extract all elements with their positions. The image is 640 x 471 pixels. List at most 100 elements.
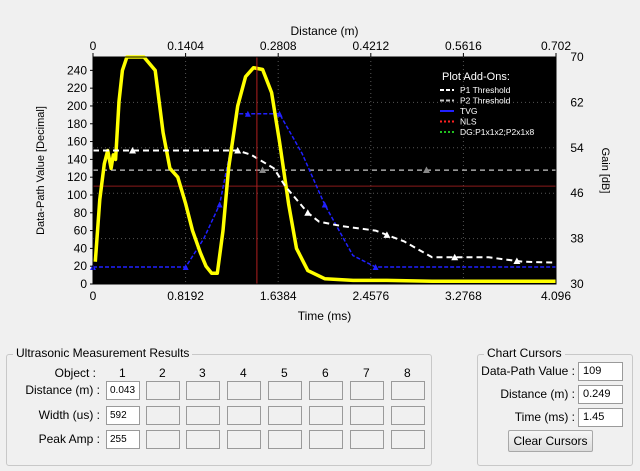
result-cell[interactable] [186,381,220,400]
y-tick-label: 180 [67,117,87,131]
object-column-header: 3 [199,366,206,380]
top-tick-label: 0 [90,39,97,53]
result-cell[interactable] [268,381,302,400]
tvg-marker [321,201,328,208]
object-column-header: 8 [404,366,411,380]
y-tick-label: 240 [67,63,87,77]
y-tick-label: 160 [67,135,87,149]
result-cell[interactable] [227,406,261,425]
result-cell[interactable] [268,406,302,425]
object-column-header: 1 [119,366,126,380]
y-tick-label: 120 [67,170,87,184]
y2-tick-label: 54 [570,141,584,155]
ultrasonic-chart[interactable]: 0 0.8192 1.6384 2.4576 3.2768 4.096 0 0.1404 0.2… [0,0,640,340]
x-tick-label: 3.2768 [445,289,482,303]
result-cell[interactable] [391,381,425,400]
y-tick-label: 80 [74,206,88,220]
result-cell[interactable] [186,430,220,449]
result-cell[interactable] [350,430,384,449]
cursor-field-value[interactable]: 1.45 [578,408,623,427]
result-cell[interactable] [146,381,180,400]
result-cell[interactable] [350,381,384,400]
x-axis-title: Time (ms) [298,309,352,323]
tvg-marker [276,110,283,117]
top-tick-label: 0.1404 [167,39,204,53]
legend-label: NLS [460,117,477,127]
y2-tick-label: 30 [570,277,584,291]
p1-marker [129,146,137,154]
series-tvg [93,113,556,268]
p2-marker [422,166,430,174]
object-column-header: 4 [240,366,247,380]
top-tick-label: 0.4212 [352,39,389,53]
result-cell[interactable] [350,406,384,425]
x-tick-label: 0.8192 [167,289,204,303]
result-cell[interactable] [268,430,302,449]
object-column-header: 6 [322,366,329,380]
y-tick-label: 40 [74,241,88,255]
x-tick-label: 0 [90,289,97,303]
y-tick-label: 20 [74,259,88,273]
result-cell[interactable]: 255 [106,430,140,449]
legend-label: P1 Threshold [460,85,511,95]
y2-tick-label: 70 [570,50,584,64]
plot-border [92,56,557,285]
result-cell[interactable] [227,381,261,400]
y-tick-label: 220 [67,81,87,95]
legend-label: DG:P1x1x2;P2x1x8 [460,127,534,137]
cursor-field-value[interactable]: 109 [578,362,623,381]
top-tick-label: 0.5616 [445,39,482,53]
object-label: Object : [54,366,96,380]
y-tick-label: 60 [74,224,88,238]
result-cell[interactable]: 592 [106,406,140,425]
result-cell[interactable] [391,430,425,449]
cursors-group: Chart Cursors [477,346,633,466]
cursor-field-label: Distance (m) : [500,387,575,401]
cursors-title: Chart Cursors [484,346,565,360]
object-column-header: 2 [159,366,166,380]
p1-marker [304,209,312,216]
cursor-field-label: Data-Path Value : [481,364,575,378]
result-row-label: Distance (m) : [25,383,100,397]
legend-title: Plot Add-Ons: [442,71,510,83]
x-tick-label: 1.6384 [260,289,297,303]
p1-marker [513,257,521,265]
result-row-label: Width (us) : [38,408,100,422]
results-group: Ultrasonic Measurement Results [6,346,432,466]
result-cell[interactable] [309,381,343,400]
result-row-label: Peak Amp : [38,432,100,446]
series-data-path-value [93,55,556,284]
result-cell[interactable] [146,406,180,425]
y-tick-label: 140 [67,152,87,166]
y-axis-title: Data-Path Value [Decimal] [35,106,47,235]
result-cell[interactable] [146,430,180,449]
tvg-marker [216,201,223,208]
cursor-field-label: Time (ms) : [514,410,575,424]
object-column-header: 5 [281,366,288,380]
y-tick-label: 100 [67,188,87,202]
result-cell[interactable] [309,406,343,425]
top-axis-title: Distance (m) [290,24,358,38]
cursor-field-value[interactable]: 0.249 [578,385,623,404]
x-tick-label: 2.4576 [352,289,389,303]
result-cell[interactable] [391,406,425,425]
clear-cursors-button[interactable]: Clear Cursors [508,430,593,452]
p2-marker [259,166,267,174]
top-tick-label: 0.702 [541,39,571,53]
y2-axis-title: Gain [dB] [599,148,611,194]
top-tick-label: 0.2808 [260,39,297,53]
axes-layer: 0 0.8192 1.6384 2.4576 3.2768 4.096 0 0.1404 0.2… [35,24,611,323]
result-cell[interactable] [309,430,343,449]
legend-label: P2 Threshold [460,96,511,106]
tvg-marker [182,263,189,270]
tvg-marker [372,263,379,270]
p1-marker [451,253,459,261]
result-cell[interactable] [186,406,220,425]
result-cell[interactable]: 0.043 [106,381,140,400]
x-tick-label: 4.096 [541,289,571,303]
y2-tick-label: 46 [570,186,584,200]
y-tick-label: 0 [80,277,87,291]
y-tick-label: 200 [67,99,87,113]
object-column-header: 7 [363,366,370,380]
result-cell[interactable] [227,430,261,449]
